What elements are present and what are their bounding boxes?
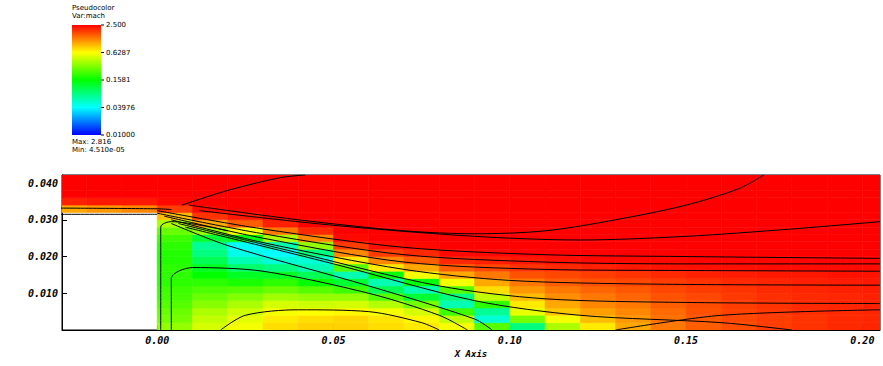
svg-text:0.010: 0.010 [28, 288, 58, 299]
svg-text:0.01000: 0.01000 [106, 131, 135, 139]
svg-text:0.1581: 0.1581 [106, 76, 131, 84]
svg-text:Min: 4.510e-05: Min: 4.510e-05 [72, 146, 125, 154]
svg-text:0.03976: 0.03976 [106, 104, 135, 112]
svg-text:0.00: 0.00 [145, 335, 169, 346]
svg-text:Max: 2.816: Max: 2.816 [72, 138, 112, 146]
svg-text:0.040: 0.040 [28, 178, 58, 189]
svg-text:0.05: 0.05 [321, 335, 345, 346]
svg-text:2.500: 2.500 [106, 21, 126, 29]
svg-text:0.6287: 0.6287 [106, 49, 131, 57]
svg-text:0.20: 0.20 [850, 335, 874, 346]
svg-text:Pseudocolor: Pseudocolor [72, 4, 115, 12]
svg-text:X Axis: X Axis [454, 349, 488, 359]
svg-text:Var:mach: Var:mach [72, 12, 105, 20]
svg-text:0.10: 0.10 [498, 335, 522, 346]
svg-text:0.020: 0.020 [28, 251, 58, 262]
svg-text:0.15: 0.15 [674, 335, 698, 346]
svg-text:0.030: 0.030 [28, 214, 58, 225]
